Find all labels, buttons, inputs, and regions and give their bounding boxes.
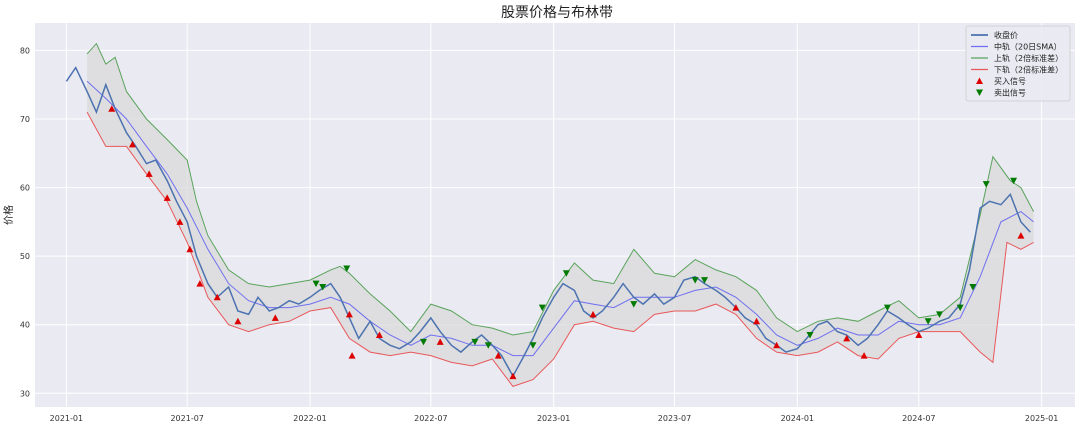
legend-label: 上轨（2倍标准差）: [994, 53, 1063, 63]
buy-signal-marker: [436, 338, 444, 345]
lower-band-line: [86, 111, 1034, 387]
buy-signal-marker: [494, 352, 502, 359]
bollinger-band-fill: [87, 43, 1034, 387]
sell-signal-marker: [883, 304, 891, 312]
buy-signal-marker: [509, 372, 517, 380]
sell-signal-marker: [969, 284, 977, 291]
buy-signal-marker: [860, 352, 868, 359]
x-tick-label: 2022-07: [414, 414, 447, 423]
x-tick-label: 2023-01: [537, 414, 570, 423]
y-axis-label: 价格: [2, 205, 15, 225]
buy-signal-marker: [234, 317, 242, 325]
close-price-line: [65, 66, 1031, 378]
legend-label: 中轨（20日SMA）: [994, 42, 1062, 52]
sell-signal-marker: [691, 277, 699, 284]
x-axis-ticks: 2021-01 2021-07 2022-01 2022-07 2023-01 2023-…: [50, 414, 1059, 423]
y-tick-label: 50: [20, 252, 30, 261]
buy-signal-marker: [843, 334, 851, 342]
x-tick-label: 2021-07: [170, 414, 203, 423]
buy-signal-marker: [196, 280, 204, 287]
sell-signal-marker: [1010, 177, 1018, 185]
buy-signal-marker: [213, 293, 221, 301]
signal-markers: [108, 105, 1025, 380]
sell-signal-marker: [630, 301, 638, 308]
legend-label: 下轨（2倍标准差）: [994, 65, 1063, 75]
x-tick-label: 2022-01: [293, 414, 326, 423]
legend-marker-swatch: [976, 89, 983, 96]
x-tick-label: 2024-07: [902, 414, 935, 423]
y-tick-label: 40: [20, 321, 30, 330]
sell-signal-marker: [319, 284, 327, 291]
buy-signal-marker: [345, 310, 353, 318]
sell-signal-marker: [343, 265, 351, 272]
sell-signal-marker: [312, 280, 320, 288]
sell-signal-marker: [419, 338, 427, 346]
buy-signal-marker: [348, 352, 356, 359]
sell-signal-marker: [471, 338, 479, 346]
buy-signal-marker: [773, 341, 781, 349]
middle-band-line: [86, 80, 1034, 357]
buy-signal-marker: [915, 331, 923, 338]
sell-signal-marker: [562, 270, 570, 277]
x-tick-label: 2024-01: [781, 414, 814, 423]
legend-label: 买入信号: [994, 76, 1026, 86]
buy-signal-marker: [1017, 232, 1025, 239]
buy-signal-marker: [163, 194, 171, 201]
y-tick-label: 80: [20, 46, 30, 55]
legend-label: 收盘价: [994, 30, 1018, 40]
sell-signal-marker: [956, 304, 964, 312]
sell-signal-marker: [935, 311, 943, 318]
sell-signal-marker: [484, 342, 492, 349]
y-tick-label: 60: [20, 184, 30, 193]
buy-signal-marker: [108, 105, 116, 112]
x-tick-label: 2023-07: [658, 414, 691, 423]
sell-signal-marker: [538, 304, 546, 312]
buy-signal-marker: [128, 140, 136, 148]
legend-box: [965, 25, 1071, 102]
buy-signal-marker: [375, 331, 383, 338]
buy-signal-marker: [145, 170, 153, 177]
y-tick-label: 30: [20, 389, 30, 398]
x-tick-label: 2021-01: [50, 414, 83, 423]
buy-signal-marker: [176, 218, 184, 225]
series-lines: [65, 42, 1035, 387]
buy-signal-marker: [732, 304, 740, 311]
buy-signal-marker: [589, 310, 597, 318]
sell-signal-marker: [529, 342, 537, 349]
upper-band-line: [86, 42, 1035, 336]
y-axis-ticks: 30 40 50 60 70 80: [20, 46, 30, 398]
buy-signal-marker: [186, 245, 194, 253]
legend-label: 卖出信号: [994, 88, 1026, 98]
sell-signal-marker: [924, 318, 932, 325]
sell-signal-marker: [701, 277, 709, 284]
buy-signal-marker: [271, 314, 279, 321]
x-tick-label: 2025-01: [1025, 414, 1058, 423]
buy-signal-marker: [753, 317, 761, 325]
sell-signal-marker: [806, 332, 814, 339]
y-tick-label: 70: [20, 115, 30, 124]
chart-title: 股票价格与布林带: [501, 5, 613, 21]
band-fill: [87, 43, 1034, 387]
legend-marker-swatch: [976, 77, 983, 84]
sell-signal-marker: [982, 181, 990, 188]
